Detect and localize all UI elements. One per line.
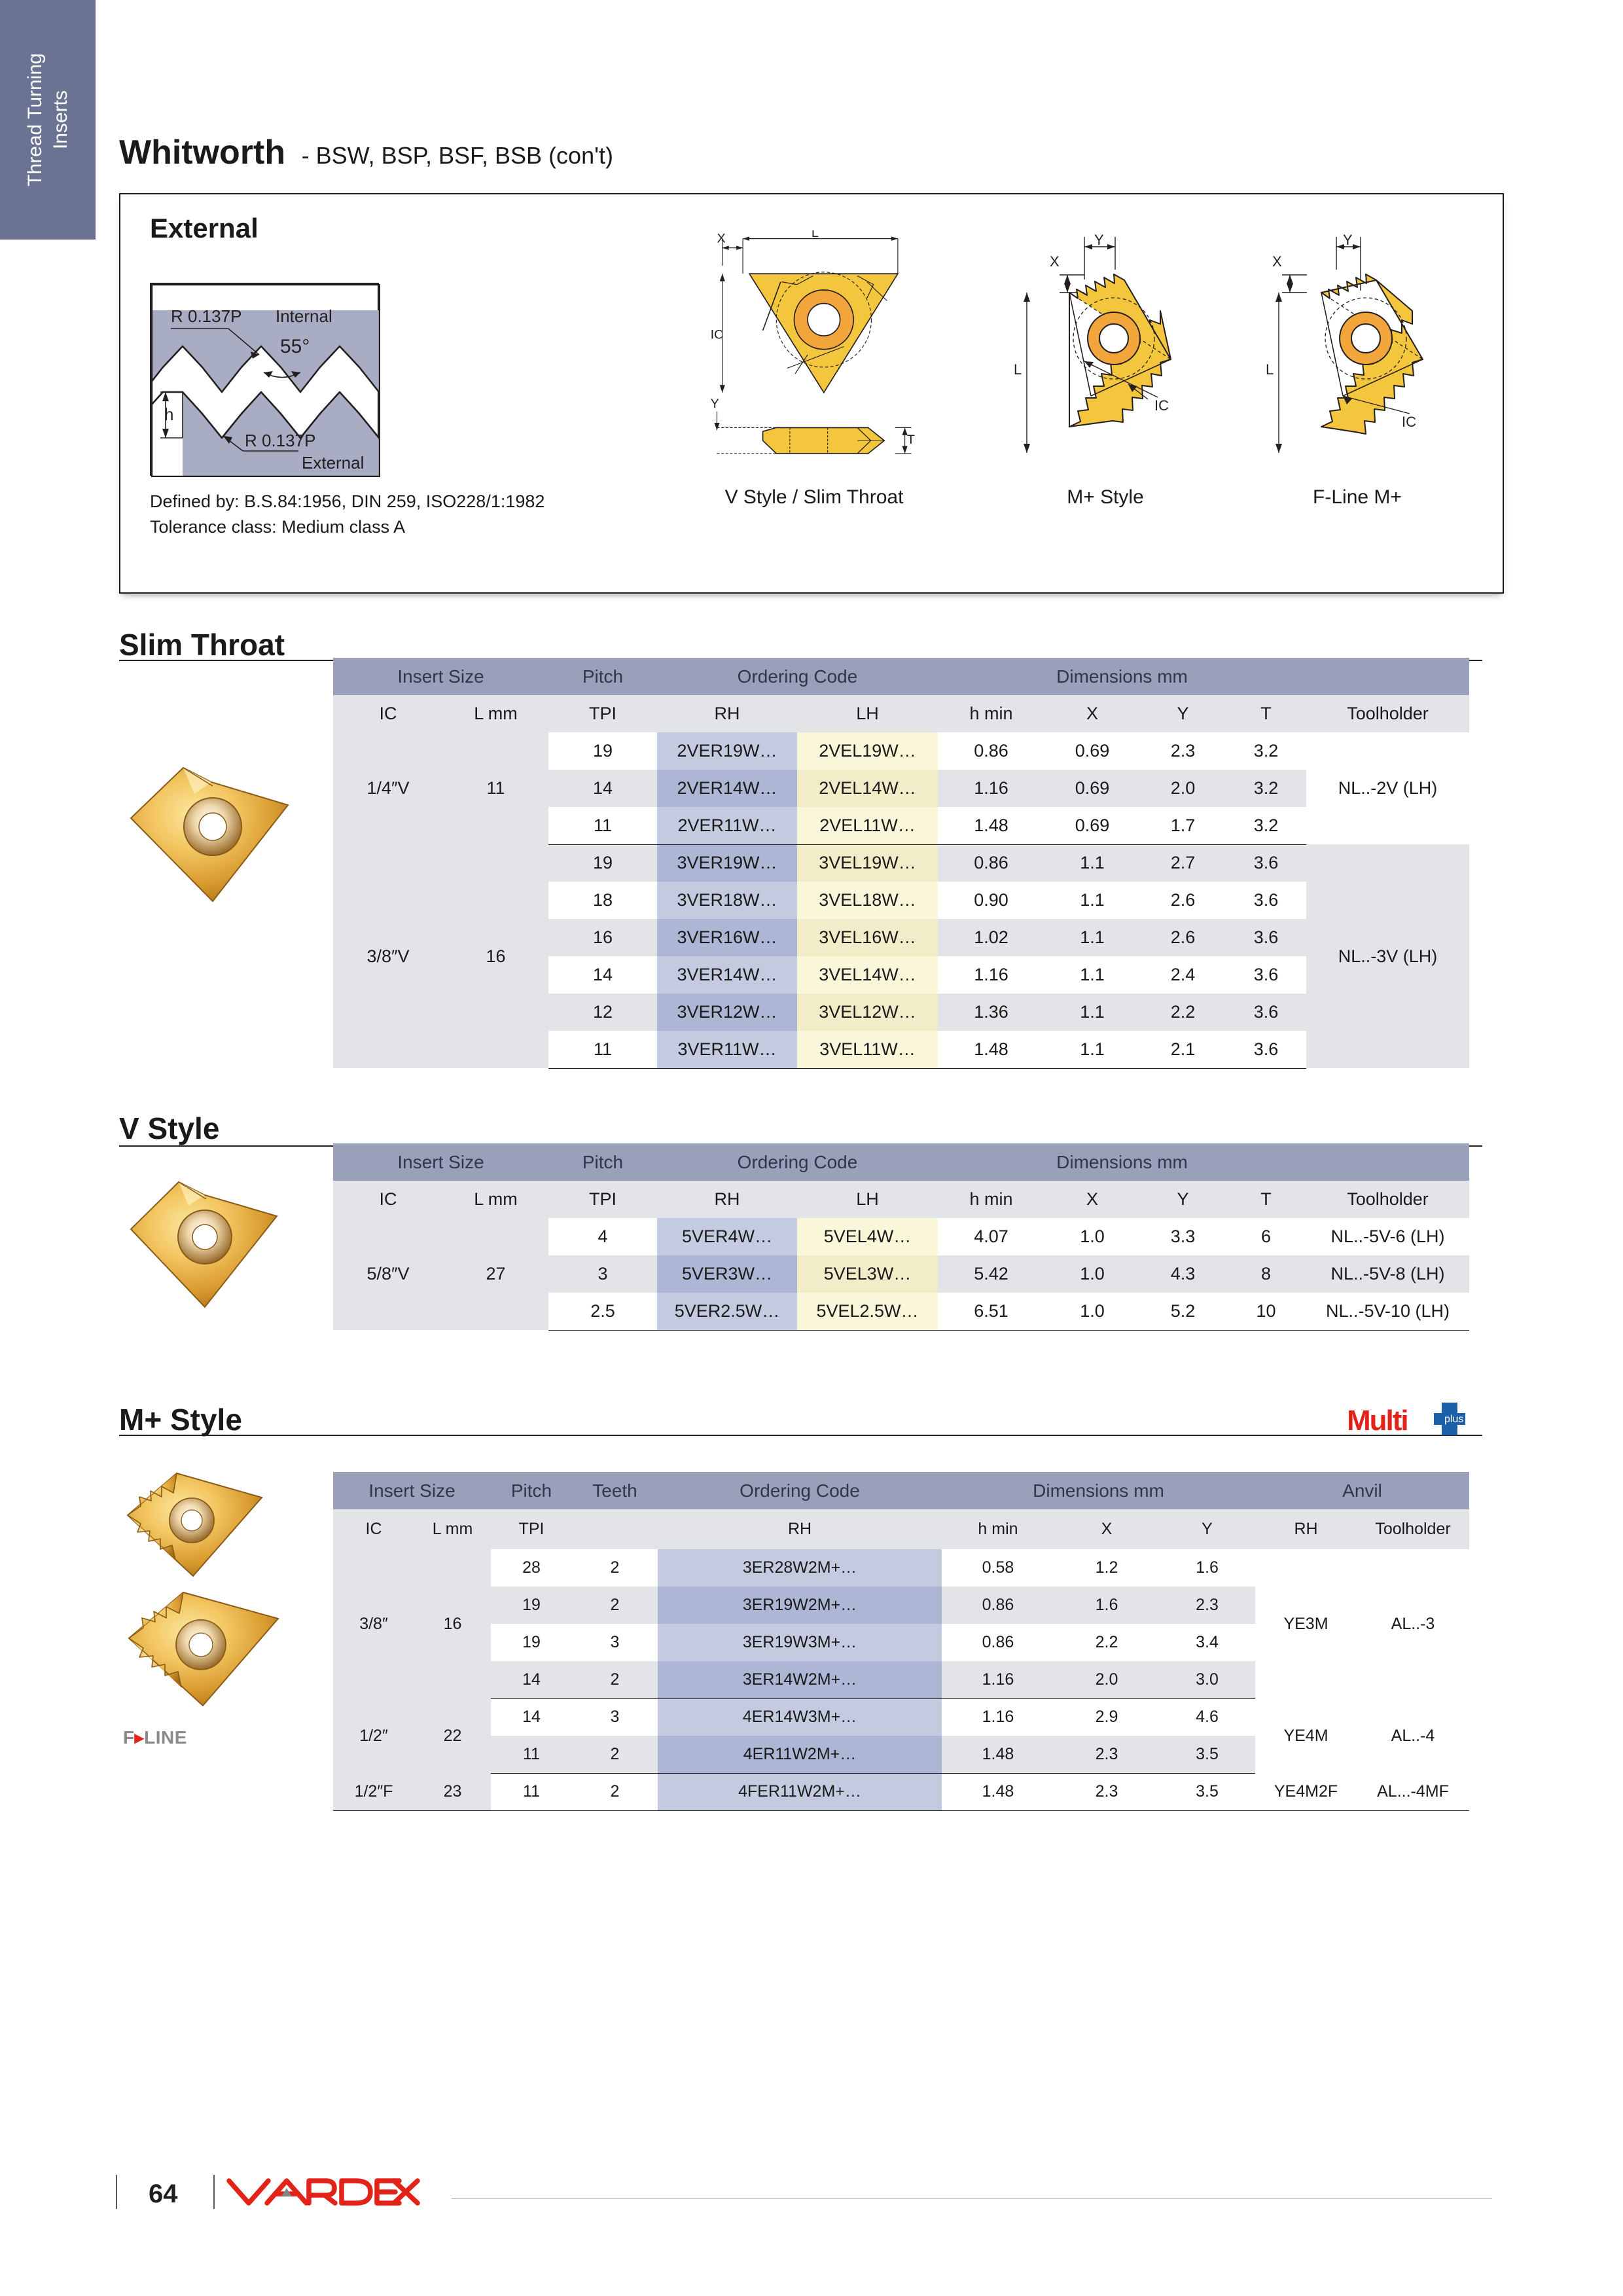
svg-text:IC: IC (1154, 397, 1169, 414)
svg-text:L: L (1266, 361, 1274, 378)
svg-text:Y: Y (1343, 232, 1353, 248)
svg-text:h: h (164, 404, 173, 424)
svg-text:R 0.137P: R 0.137P (171, 306, 241, 326)
svg-text:T: T (907, 433, 915, 447)
svg-text:Multi: Multi (1347, 1405, 1408, 1437)
svg-text:plus: plus (1444, 1414, 1463, 1425)
svg-text:IC: IC (711, 327, 724, 342)
svg-text:55°: 55° (280, 336, 310, 357)
svg-text:X: X (1272, 253, 1282, 270)
svg-text:X: X (717, 231, 726, 245)
svg-text:L: L (812, 230, 819, 240)
svg-text:L: L (1014, 361, 1022, 378)
svg-text:R 0.137P: R 0.137P (245, 431, 315, 450)
svg-text:IC: IC (1402, 414, 1416, 430)
svg-text:Y: Y (711, 397, 719, 411)
svg-text:Y: Y (1094, 232, 1104, 248)
svg-text:Internal: Internal (276, 306, 332, 326)
svg-text:X: X (1050, 253, 1060, 270)
svg-text:External: External (302, 453, 364, 473)
